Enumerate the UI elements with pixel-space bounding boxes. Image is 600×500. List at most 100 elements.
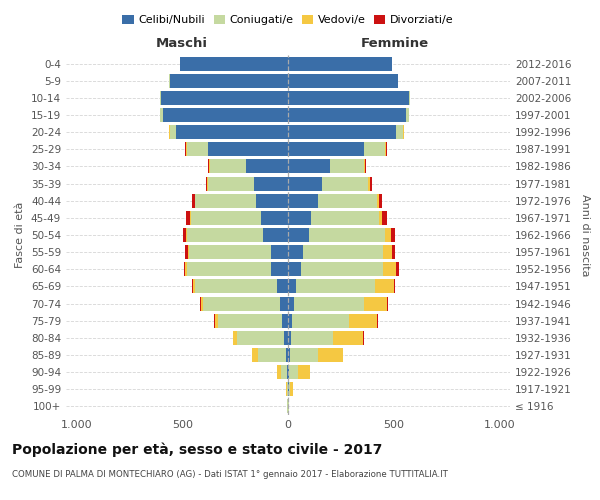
Bar [322, 176, 368, 190]
Bar [292, 314, 349, 328]
Bar [195, 194, 256, 207]
Bar [391, 228, 395, 242]
Bar [260, 211, 288, 225]
Text: COMUNE DI PALMA DI MONTECHIARO (AG) - Dati ISTAT 1° gennaio 2017 - Elaborazione : COMUNE DI PALMA DI MONTECHIARO (AG) - Da… [12, 470, 448, 479]
Bar [288, 348, 290, 362]
Bar [259, 348, 286, 362]
Text: Popolazione per età, sesso e stato civile - 2017: Popolazione per età, sesso e stato civil… [12, 442, 382, 457]
Bar [263, 228, 288, 242]
Bar [406, 108, 409, 122]
Bar [379, 194, 382, 207]
Bar [237, 331, 284, 345]
Bar [309, 228, 385, 242]
Bar [210, 160, 246, 173]
Bar [396, 262, 399, 276]
Bar [256, 194, 288, 207]
Text: Maschi: Maschi [155, 37, 208, 50]
Bar [200, 296, 201, 310]
Y-axis label: Fasce di età: Fasce di età [16, 202, 25, 268]
Bar [203, 296, 280, 310]
Bar [295, 296, 364, 310]
Bar [288, 108, 406, 122]
Bar [176, 125, 288, 139]
Bar [280, 296, 288, 310]
Bar [161, 91, 288, 105]
Y-axis label: Anni di nascita: Anni di nascita [580, 194, 590, 276]
Bar [288, 331, 291, 345]
Bar [317, 194, 377, 207]
Bar [365, 160, 366, 173]
Bar [364, 296, 388, 310]
Bar [368, 176, 370, 190]
Legend: Celibi/Nubili, Coniugati/e, Vedovi/e, Divorziati/e: Celibi/Nubili, Coniugati/e, Vedovi/e, Di… [118, 10, 458, 29]
Bar [288, 142, 364, 156]
Bar [201, 296, 203, 310]
Bar [254, 176, 288, 190]
Bar [187, 211, 190, 225]
Bar [288, 194, 317, 207]
Bar [290, 348, 317, 362]
Bar [396, 125, 403, 139]
Bar [277, 280, 288, 293]
Bar [252, 348, 259, 362]
Bar [170, 125, 176, 139]
Bar [394, 280, 395, 293]
Bar [379, 211, 382, 225]
Bar [233, 331, 237, 345]
Bar [183, 228, 186, 242]
Bar [218, 314, 281, 328]
Bar [374, 280, 394, 293]
Bar [170, 74, 288, 88]
Bar [288, 280, 296, 293]
Bar [288, 314, 292, 328]
Bar [271, 262, 288, 276]
Bar [185, 262, 187, 276]
Bar [288, 245, 303, 259]
Bar [290, 382, 293, 396]
Bar [288, 365, 289, 379]
Bar [180, 56, 288, 70]
Bar [192, 280, 193, 293]
Bar [296, 280, 374, 293]
Bar [188, 245, 271, 259]
Bar [385, 228, 391, 242]
Bar [363, 331, 364, 345]
Bar [370, 176, 372, 190]
Bar [383, 262, 396, 276]
Bar [191, 211, 260, 225]
Bar [288, 296, 295, 310]
Bar [385, 142, 386, 156]
Bar [190, 211, 191, 225]
Bar [206, 176, 207, 190]
Bar [288, 56, 392, 70]
Bar [349, 314, 377, 328]
Bar [208, 160, 209, 173]
Bar [169, 74, 170, 88]
Bar [409, 91, 410, 105]
Bar [403, 125, 404, 139]
Bar [281, 365, 287, 379]
Bar [377, 314, 378, 328]
Bar [364, 160, 365, 173]
Bar [277, 365, 281, 379]
Bar [382, 211, 387, 225]
Bar [364, 142, 385, 156]
Bar [208, 176, 254, 190]
Bar [317, 348, 343, 362]
Bar [334, 331, 363, 345]
Bar [288, 74, 398, 88]
Bar [383, 245, 392, 259]
Bar [187, 228, 263, 242]
Bar [215, 314, 218, 328]
Bar [288, 382, 289, 396]
Bar [330, 160, 364, 173]
Bar [284, 331, 288, 345]
Bar [271, 245, 288, 259]
Bar [392, 245, 395, 259]
Bar [160, 91, 161, 105]
Bar [192, 194, 194, 207]
Bar [288, 91, 409, 105]
Bar [281, 314, 288, 328]
Bar [289, 365, 298, 379]
Bar [287, 365, 288, 379]
